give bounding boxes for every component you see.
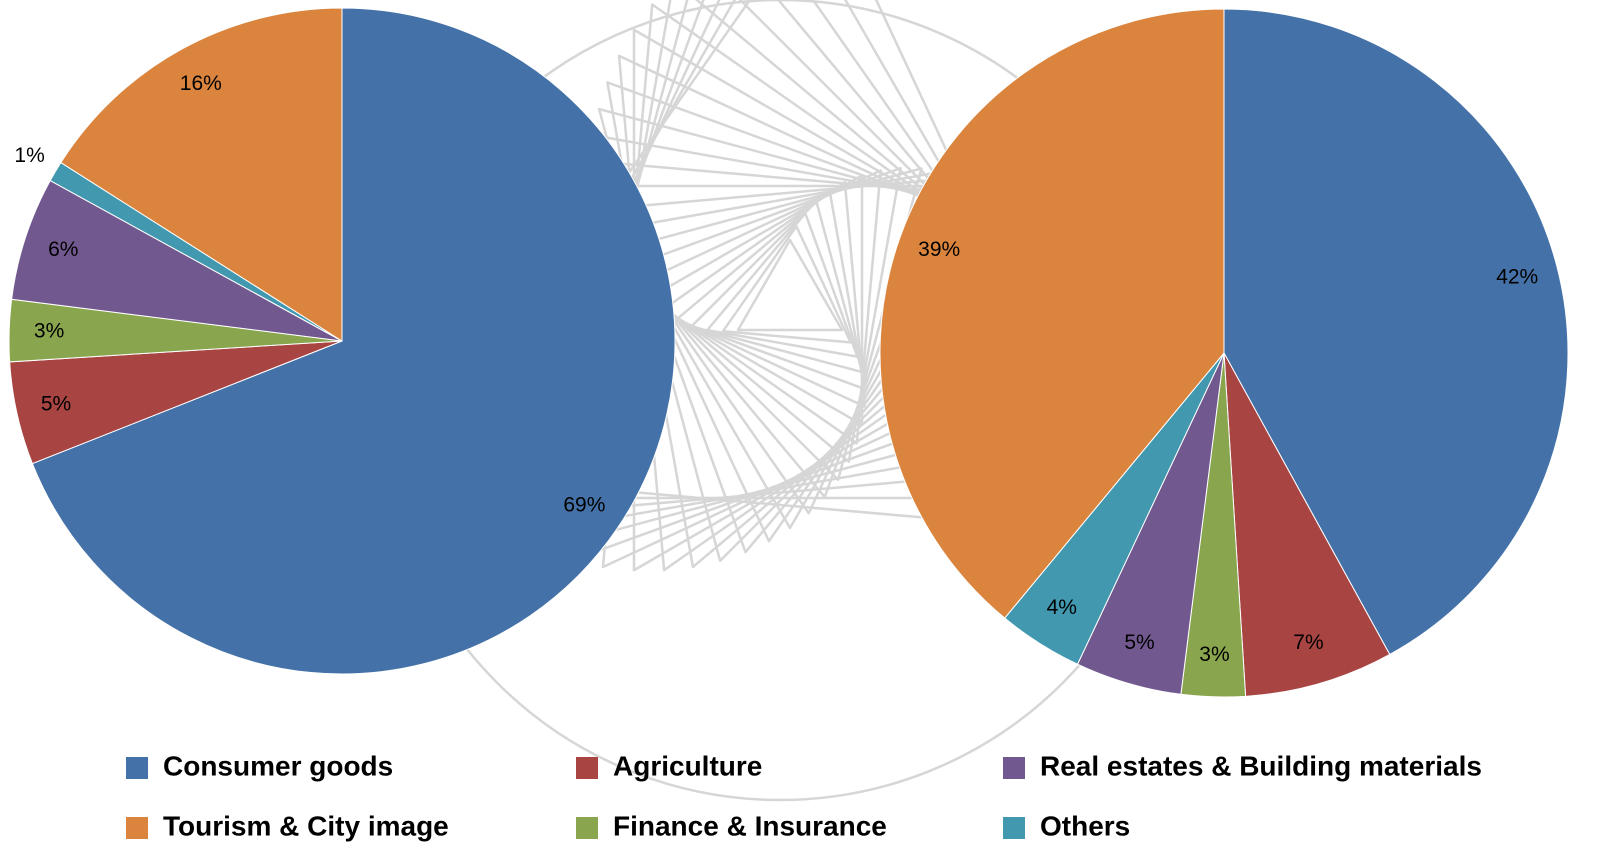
- legend-swatch: [576, 757, 598, 779]
- pie: 69% 5% 3% 6% 1% 16%: [9, 8, 675, 674]
- data-label: 6%: [48, 238, 78, 261]
- legend-label: Finance & Insurance: [613, 810, 887, 841]
- legend-swatch: [1003, 757, 1025, 779]
- data-label: 7%: [1293, 631, 1323, 654]
- data-label: 39%: [918, 238, 960, 261]
- legend-swatch: [1003, 817, 1025, 839]
- legend-label: Agriculture: [613, 750, 762, 781]
- legend-swatch: [126, 757, 148, 779]
- pie: 42% 7% 3% 5% 4% 39%: [880, 9, 1568, 697]
- legend-swatch: [126, 817, 148, 839]
- data-label: 42%: [1496, 265, 1538, 288]
- data-label: 69%: [563, 493, 605, 516]
- legend-label: Tourism & City image: [163, 810, 449, 841]
- legend-label: Real estates & Building materials: [1040, 750, 1482, 781]
- legend-swatch: [576, 817, 598, 839]
- data-label: 5%: [41, 392, 71, 415]
- data-label: 4%: [1047, 596, 1077, 619]
- data-label: 3%: [34, 319, 64, 342]
- legend-label: Consumer goods: [163, 750, 393, 781]
- data-label: 16%: [180, 72, 222, 95]
- legend-label: Others: [1040, 810, 1130, 841]
- data-label: 5%: [1124, 631, 1154, 654]
- data-label: 1%: [14, 144, 44, 167]
- data-label: 3%: [1199, 643, 1229, 666]
- chart: 69% 5% 3% 6% 1% 16% 42% 7% 3% 5% 4% 39% Consumer goo…: [0, 0, 1606, 867]
